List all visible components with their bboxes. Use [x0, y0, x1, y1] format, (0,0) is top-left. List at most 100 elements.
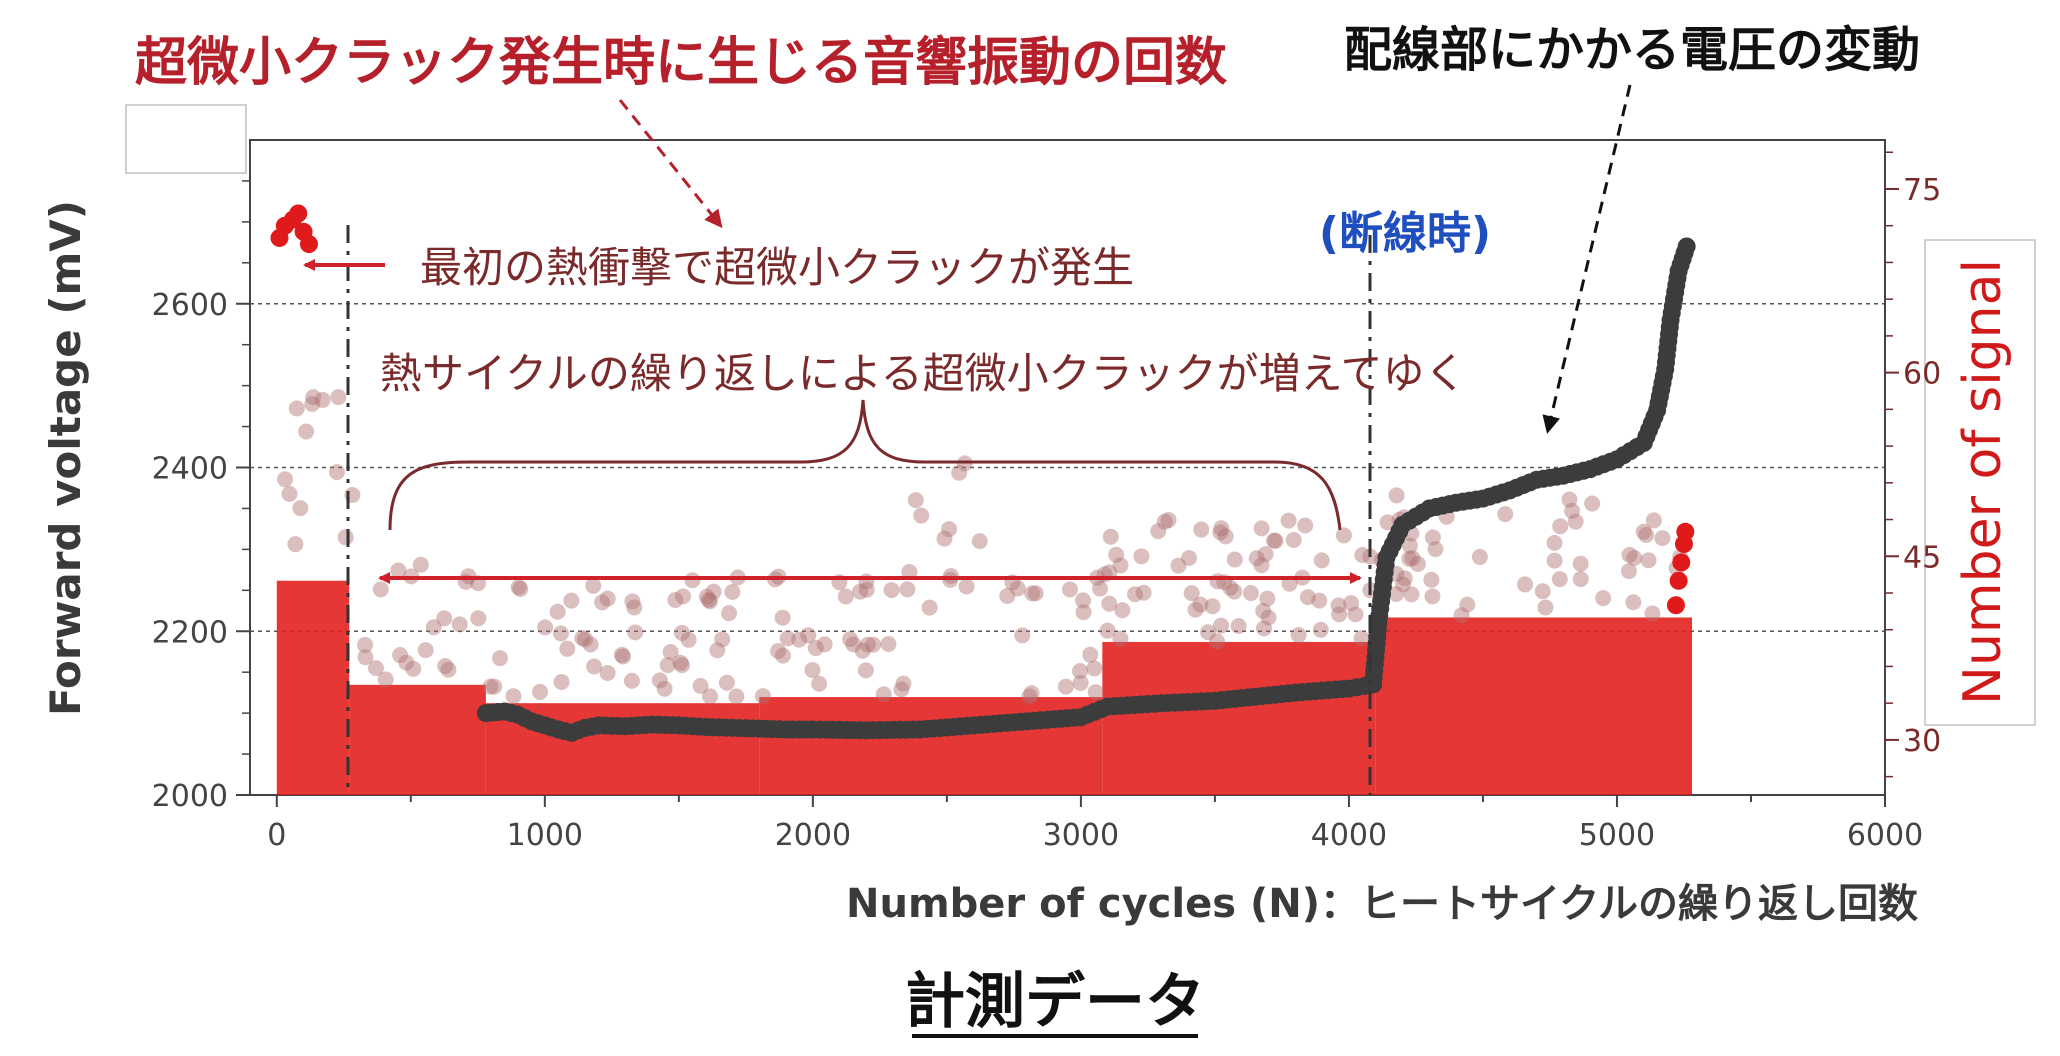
faded-signal-point [1187, 601, 1204, 618]
faded-signal-point [674, 657, 691, 674]
y2-axis-title: Number of signal [1953, 259, 2013, 705]
faded-signal-point [1546, 534, 1563, 551]
voltage-title-arrow [1542, 84, 1632, 434]
y2-tick-label: 30 [1903, 724, 1941, 759]
x-tick-label: 1000 [507, 818, 583, 853]
faded-signal-point [613, 646, 630, 663]
faded-signal-point [623, 672, 640, 689]
faded-signal-point [880, 635, 897, 652]
faded-signal-point [705, 583, 722, 600]
y2-tick-label: 45 [1903, 540, 1941, 575]
x-axis-title: Number of cycles (N)：ヒートサイクルの繰り返し回数 [846, 881, 1918, 927]
faded-signal-point [1108, 546, 1125, 563]
faded-signal-point [1645, 512, 1662, 529]
y-tick-label: 2200 [152, 615, 228, 650]
signal-count-point [1666, 596, 1685, 615]
y-axis-left: 2000 2200 2400 2600 [152, 180, 250, 814]
figure-caption: 計測データ [905, 967, 1205, 1037]
faded-signal-point [700, 591, 717, 608]
faded-signal-point [1423, 571, 1440, 588]
faded-signal-point [398, 654, 415, 671]
faded-signal-point [1654, 530, 1671, 547]
faded-signal-point [510, 579, 527, 596]
forward-voltage-point [1677, 237, 1696, 256]
faded-signal-point [714, 631, 731, 648]
faded-signal-point [1192, 596, 1209, 613]
faded-signal-point [702, 688, 719, 705]
faded-signal-point [372, 581, 389, 598]
faded-signal-point [971, 533, 988, 550]
faded-signal-point [1424, 529, 1441, 546]
faded-signal-point [721, 605, 738, 622]
faded-signal-point [1112, 630, 1129, 647]
faded-signal-point [1635, 523, 1652, 540]
faded-signal-point [412, 556, 429, 573]
faded-signal-point [807, 640, 824, 657]
signal-count-point [1672, 553, 1691, 572]
acoustic-title-arrow [618, 99, 723, 229]
faded-signal-point [728, 688, 745, 705]
signal-count-points [270, 204, 1695, 615]
faded-signal-point [1212, 524, 1229, 541]
faded-signal-point [936, 530, 953, 547]
faded-signal-point [574, 630, 591, 647]
faded-signal-point [893, 681, 910, 698]
faded-signal-point [549, 603, 566, 620]
faded-signal-point [1217, 528, 1234, 545]
faded-signal-point [791, 631, 808, 648]
faded-signal-point [852, 583, 869, 600]
faded-signal-point [1396, 570, 1413, 587]
faded-signal-point [337, 529, 354, 546]
faded-signal-point [305, 389, 322, 406]
faded-signal-point [1427, 541, 1444, 558]
faded-signal-point [1313, 552, 1330, 569]
faded-signal-point [392, 647, 409, 664]
faded-signal-point [1257, 546, 1274, 563]
faded-signal-point [1546, 552, 1563, 569]
faded-signal-point [1311, 592, 1328, 609]
faded-signal-point [675, 588, 692, 605]
faded-signal-point [1471, 548, 1488, 565]
faded-signal-point [532, 683, 549, 700]
faded-signal-point [1626, 549, 1643, 566]
faded-signal-point [1213, 520, 1230, 537]
faded-signal-point [1572, 571, 1589, 588]
faded-signal-point [1388, 585, 1405, 602]
faded-signal-point [1299, 589, 1316, 606]
faded-signal-point [899, 581, 916, 598]
faded-signal-point [1082, 646, 1099, 663]
signal-count-point [1676, 522, 1695, 541]
faded-signal-point [512, 580, 529, 597]
faded-signal-point [586, 658, 603, 675]
faded-signal-point [651, 672, 668, 689]
faded-signal-point [1242, 585, 1259, 602]
forward-voltage-points [476, 237, 1696, 742]
x-tick-label: 3000 [1043, 818, 1119, 853]
faded-signal-point [656, 680, 673, 697]
faded-signal-point [440, 661, 457, 678]
faded-signal-point [1075, 592, 1092, 609]
faded-signal-point [1230, 617, 1247, 634]
faded-signal-point [1193, 521, 1210, 538]
faded-signal-point [1347, 606, 1364, 623]
faded-signal-point [585, 577, 602, 594]
faded-signal-point [1497, 506, 1514, 523]
faded-signal-point [1551, 571, 1568, 588]
faded-signal-point [470, 610, 487, 627]
faded-signal-point [624, 593, 641, 610]
faded-signal-point [854, 642, 871, 659]
y-tick-label: 2400 [152, 452, 228, 487]
faded-signal-point [1061, 581, 1078, 598]
faded-signal-point [1112, 557, 1129, 574]
faded-signal-point [491, 650, 508, 667]
faded-signal-point [563, 592, 580, 609]
initial-crack-label: 最初の熱衝撃で超微小クラックが発生 [420, 243, 1134, 292]
y2-tick-label: 75 [1903, 173, 1941, 208]
faded-signal-point [1331, 606, 1348, 623]
y-axis-title: Forward voltage (mV) [41, 200, 90, 716]
faded-signal-point [357, 636, 374, 653]
faded-signal-point [1534, 583, 1551, 600]
y-tick-label: 2600 [152, 288, 228, 323]
faded-signal-point [582, 636, 599, 653]
x-tick-label: 0 [267, 818, 286, 853]
